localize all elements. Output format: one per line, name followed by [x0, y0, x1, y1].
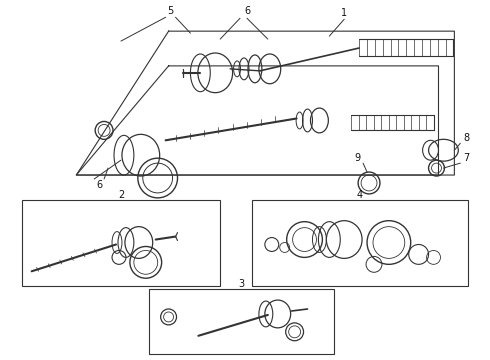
Text: 8: 8 — [463, 133, 469, 143]
Bar — [22, 200, 220, 286]
Text: 7: 7 — [463, 153, 469, 163]
Text: 1: 1 — [341, 8, 347, 18]
Bar — [149, 289, 334, 354]
Text: 6: 6 — [96, 180, 102, 190]
Text: 4: 4 — [357, 190, 363, 200]
Text: 6: 6 — [244, 6, 250, 16]
Text: 5: 5 — [168, 6, 173, 16]
Text: 3: 3 — [239, 279, 245, 289]
Bar — [252, 200, 468, 286]
Text: 9: 9 — [354, 153, 360, 163]
Text: 2: 2 — [118, 190, 124, 200]
